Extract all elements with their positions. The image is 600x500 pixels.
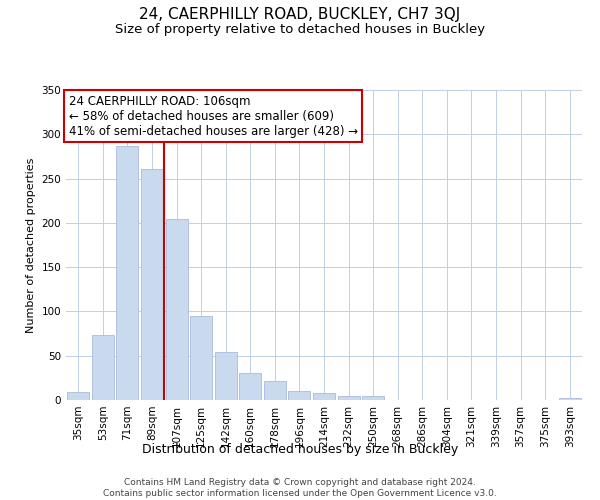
Bar xyxy=(239,372,262,400)
Bar xyxy=(362,396,384,400)
Text: Distribution of detached houses by size in Buckley: Distribution of detached houses by size … xyxy=(142,442,458,456)
Y-axis label: Number of detached properties: Number of detached properties xyxy=(26,158,36,332)
Text: Contains HM Land Registry data © Crown copyright and database right 2024.
Contai: Contains HM Land Registry data © Crown c… xyxy=(103,478,497,498)
Bar xyxy=(141,169,163,400)
Bar xyxy=(190,316,212,400)
Bar xyxy=(313,393,335,400)
Bar xyxy=(338,396,359,400)
Bar xyxy=(289,391,310,400)
Bar xyxy=(166,220,188,400)
Text: Size of property relative to detached houses in Buckley: Size of property relative to detached ho… xyxy=(115,22,485,36)
Bar xyxy=(559,398,581,400)
Bar xyxy=(264,382,286,400)
Bar xyxy=(92,336,114,400)
Bar xyxy=(215,352,237,400)
Text: 24 CAERPHILLY ROAD: 106sqm
← 58% of detached houses are smaller (609)
41% of sem: 24 CAERPHILLY ROAD: 106sqm ← 58% of deta… xyxy=(68,94,358,138)
Bar xyxy=(67,392,89,400)
Bar xyxy=(116,146,139,400)
Text: 24, CAERPHILLY ROAD, BUCKLEY, CH7 3QJ: 24, CAERPHILLY ROAD, BUCKLEY, CH7 3QJ xyxy=(139,8,461,22)
